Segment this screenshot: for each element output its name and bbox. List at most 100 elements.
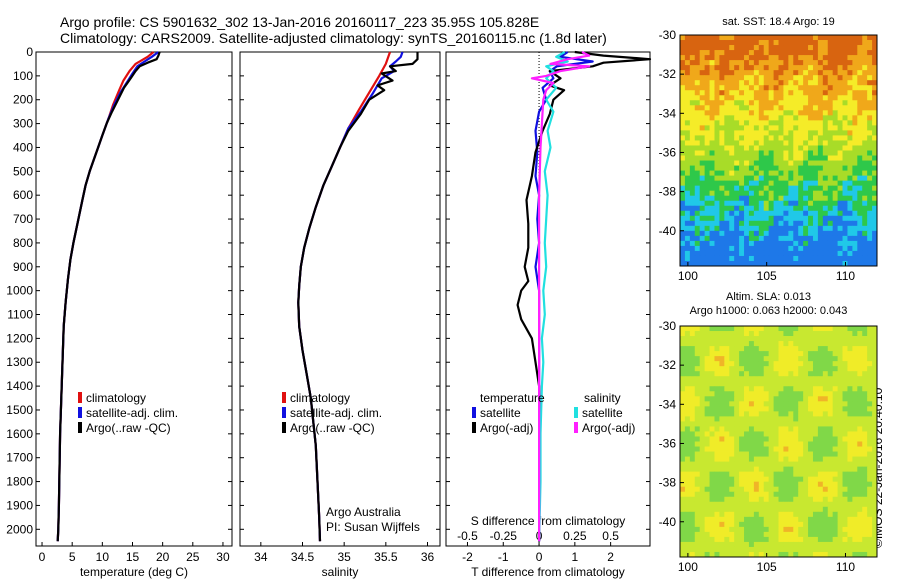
heatmap-cell — [808, 541, 814, 548]
heatmap-cell — [842, 451, 848, 457]
heatmap-cell — [803, 120, 809, 126]
heatmap-cell — [862, 250, 868, 257]
heatmap-cell — [734, 140, 740, 146]
heatmap-cell — [822, 481, 829, 488]
heatmap-cell — [783, 351, 789, 357]
heatmap-cell — [744, 541, 750, 548]
heatmap-cell — [734, 115, 740, 121]
heatmap-cell — [798, 160, 804, 166]
heatmap-cell — [763, 45, 770, 51]
heatmap-cell — [719, 476, 725, 483]
map-y-tick-label: -34 — [659, 397, 677, 411]
heatmap-cell — [753, 526, 760, 533]
heatmap-cell — [699, 175, 706, 182]
heatmap-cell — [847, 200, 853, 207]
heatmap-cell — [753, 326, 760, 332]
heatmap-cell — [778, 140, 784, 146]
heatmap-cell — [773, 95, 779, 101]
heatmap-cell — [758, 130, 765, 136]
heatmap-cell — [748, 50, 755, 56]
heatmap-cell — [773, 501, 779, 508]
heatmap-cell — [837, 160, 843, 166]
heatmap-cell — [719, 50, 725, 56]
temperature-xlabel: temperature (deg C) — [80, 565, 188, 579]
heatmap-cell — [852, 446, 858, 452]
map-y-tick-label: -30 — [659, 319, 677, 333]
heatmap-cell — [783, 356, 789, 362]
depth-tick-label: 800 — [13, 236, 33, 250]
heatmap-cell — [699, 170, 706, 177]
heatmap-cell — [872, 356, 878, 362]
heatmap-cell — [778, 456, 784, 462]
heatmap-cell — [753, 185, 760, 192]
heatmap-cell — [773, 195, 779, 202]
heatmap-cell — [734, 230, 740, 237]
heatmap-cell — [724, 190, 730, 197]
heatmap-cell — [832, 336, 838, 342]
heatmap-cell — [798, 431, 804, 437]
heatmap-cell — [847, 346, 853, 352]
heatmap-cell — [714, 491, 720, 498]
heatmap-cell — [724, 80, 730, 86]
heatmap-cell — [783, 210, 789, 217]
heatmap-cell — [689, 341, 696, 347]
heatmap-cell — [872, 250, 878, 257]
heatmap-cell — [872, 65, 878, 71]
heatmap-cell — [837, 95, 843, 101]
heatmap-cell — [778, 170, 784, 177]
heatmap-cell — [827, 421, 834, 427]
depth-tick-label: 2000 — [6, 522, 33, 536]
heatmap-cell — [704, 55, 710, 61]
heatmap-cell — [773, 466, 779, 473]
heatmap-cell — [680, 326, 686, 332]
heatmap-cell — [852, 326, 858, 332]
heatmap-cell — [680, 140, 686, 146]
heatmap-cell — [773, 431, 779, 437]
heatmap-cell — [857, 416, 863, 422]
heatmap-cell — [837, 371, 843, 377]
heatmap-cell — [822, 436, 829, 442]
map-x-tick-label: 110 — [836, 560, 855, 574]
heatmap-cell — [694, 341, 701, 347]
heatmap-cell — [817, 486, 824, 493]
heatmap-cell — [862, 110, 868, 116]
heatmap-cell — [680, 120, 686, 126]
heatmap-cell — [812, 140, 819, 146]
heatmap-cell — [680, 396, 686, 402]
heatmap-cell — [704, 336, 710, 342]
header-line-1: Argo profile: CS 5901632_302 13-Jan-2016… — [60, 14, 539, 30]
heatmap-cell — [817, 170, 824, 177]
heatmap-cell — [748, 441, 755, 447]
heatmap-cell — [684, 55, 691, 61]
heatmap-cell — [837, 396, 843, 402]
heatmap-cell — [709, 40, 715, 46]
heatmap-cell — [714, 476, 720, 483]
heatmap-cell — [768, 175, 774, 182]
heatmap-cell — [729, 60, 735, 66]
heatmap-cell — [788, 461, 794, 468]
heatmap-cell — [734, 536, 740, 543]
heatmap-cell — [729, 411, 735, 417]
heatmap-cell — [867, 115, 873, 121]
heatmap-cell — [714, 50, 720, 56]
heatmap-cell — [758, 421, 765, 427]
heatmap-cell — [714, 215, 720, 222]
heatmap-cell — [699, 250, 706, 257]
heatmap-cell — [753, 371, 760, 377]
heatmap-cell — [788, 45, 794, 51]
heatmap-cell — [788, 205, 794, 212]
heatmap-cell — [827, 210, 834, 217]
heatmap-cell — [872, 135, 878, 141]
heatmap-cell — [798, 361, 804, 367]
heatmap-cell — [817, 436, 824, 442]
heatmap-cell — [852, 150, 858, 156]
heatmap-cell — [729, 456, 735, 462]
heatmap-cell — [793, 70, 799, 76]
heatmap-cell — [837, 80, 843, 86]
heatmap-cell — [872, 431, 878, 437]
heatmap-cell — [719, 60, 725, 66]
heatmap-cell — [719, 200, 725, 207]
heatmap-cell — [862, 381, 868, 387]
heatmap-cell — [822, 491, 829, 498]
heatmap-cell — [808, 551, 814, 558]
